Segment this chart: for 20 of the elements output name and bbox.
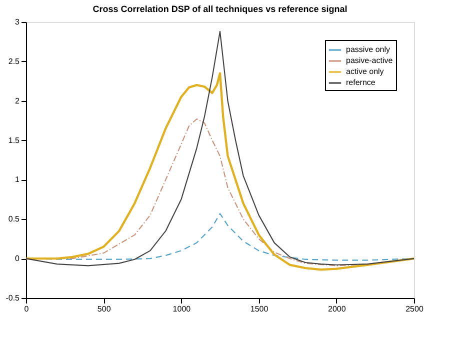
legend-label: pasive-active xyxy=(346,56,394,65)
y-tick-label: 2 xyxy=(15,96,20,106)
legend-label: refernce xyxy=(346,78,376,87)
x-tick-label: 500 xyxy=(97,304,112,314)
y-tick-label: 0 xyxy=(15,254,20,264)
y-tick-label: 0.5 xyxy=(8,214,20,224)
x-tick-label: 2500 xyxy=(406,304,424,314)
y-tick-label: -0.5 xyxy=(6,294,20,302)
y-tick-label: 2.5 xyxy=(8,56,20,66)
chart-title: Cross Correlation DSP of all techniques vs reference signal xyxy=(92,4,348,14)
y-tick-label: 3 xyxy=(15,18,20,26)
legend-label: active only xyxy=(346,67,384,76)
x-tick-label: 1000 xyxy=(172,304,192,314)
y-tick-label: 1.5 xyxy=(8,136,20,145)
line-series xyxy=(25,30,415,266)
x-tick-label: 1500 xyxy=(250,304,269,314)
x-tick-label: 0 xyxy=(24,304,30,314)
legend-label: passive only xyxy=(346,45,390,54)
x-tick-label: 2000 xyxy=(328,304,346,314)
y-tick-label: 1 xyxy=(15,175,20,184)
